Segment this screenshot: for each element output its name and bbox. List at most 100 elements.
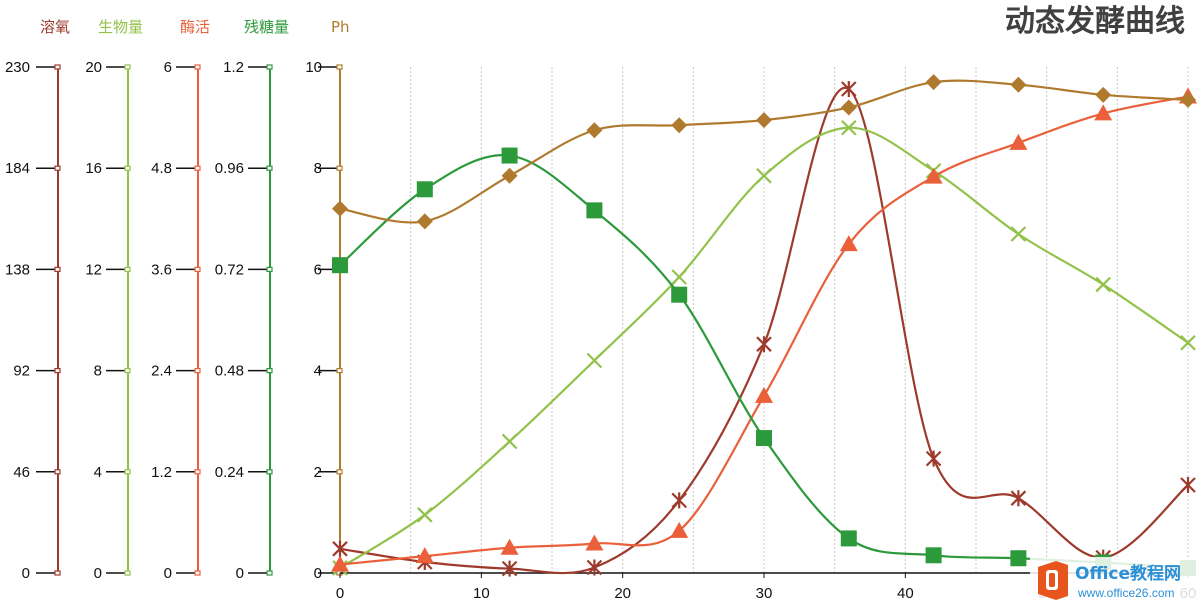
y-tick-marker [54,266,61,272]
y-tick-label-ph: 2 [314,464,322,481]
y-tick-marker [266,368,273,374]
data-point-square [416,181,433,198]
data-point-asterisk [1010,490,1027,507]
axis-name-sugar: 残糖量 [244,18,289,36]
data-point-triangle [500,538,519,555]
y-tick-label-ph: 6 [314,261,322,278]
data-point-asterisk [841,81,857,97]
data-point-x [841,119,857,136]
data-point-triangle [924,167,943,184]
y-tick-label-enz: 0 [164,565,172,582]
data-point-diamond [1180,91,1196,108]
x-tick-label: 0 [336,585,344,602]
data-point-square [925,547,942,564]
data-point-asterisk [501,560,518,577]
y-tick-marker [194,368,201,374]
data-point-triangle [415,547,434,564]
watermark-url: www.office26.com [1077,586,1175,600]
y-tick-marker [336,64,343,70]
data-point-x [1095,276,1111,293]
y-tick-marker [124,469,131,475]
y-tick-label-enz: 4.8 [151,160,172,177]
y-tick-marker [124,570,131,576]
data-point-x [1180,334,1196,351]
y-tick-label-ph: 8 [314,160,322,177]
data-point-square [756,430,772,447]
y-tick-label-ph: 0 [314,565,322,582]
data-point-square [501,147,518,164]
y-tick-label-do: 0 [22,565,30,582]
axis-name-do: 溶氧 [40,18,70,36]
data-point-diamond [1010,76,1027,93]
data-point-diamond [925,74,942,91]
y-tick-label-do: 138 [5,261,30,278]
y-tick-label-do: 230 [5,59,30,76]
y-tick-marker [54,570,61,576]
y-tick-label-enz: 3.6 [151,261,172,278]
axis-name-ph: Ph [331,18,350,36]
y-tick-label-sugar: 1.2 [223,59,244,76]
data-point-x [1010,226,1027,242]
data-point-square [1010,550,1027,567]
y-tick-label-bio: 16 [85,160,102,177]
x-tick-label: 20 [614,585,631,602]
data-point-triangle [1094,104,1113,121]
series-line-sugar [339,154,1189,570]
data-point-square [840,530,857,547]
data-point-triangle [585,534,604,551]
y-tick-marker [124,368,131,374]
y-tick-label-bio: 20 [85,59,102,76]
y-tick-marker [124,64,131,70]
data-point-x [501,433,518,450]
y-tick-label-do: 184 [5,160,30,177]
y-tick-marker [336,165,343,171]
data-point-diamond [671,117,688,134]
axis-name-bio: 生物量 [98,18,143,36]
data-point-diamond [586,122,603,139]
y-tick-label-bio: 0 [94,565,102,582]
y-tick-label-enz: 6 [164,59,172,76]
y-tick-label-do: 46 [13,464,30,481]
y-tick-label-do: 92 [13,363,30,380]
series-do [332,81,1196,577]
y-tick-marker [124,165,131,171]
y-tick-marker [124,266,131,272]
watermark: Office教程网 www.office26.com [1030,557,1200,605]
y-tick-label-sugar: 0.48 [215,363,244,380]
y-tick-marker [54,469,61,475]
y-tick-marker [266,64,273,70]
data-point-square [332,257,348,274]
y-tick-marker [266,165,273,171]
data-point-triangle [1009,133,1028,150]
y-tick-label-bio: 12 [85,261,102,278]
data-point-square [671,286,688,303]
y-tick-marker [266,266,273,272]
data-point-triangle [670,521,689,538]
data-point-diamond [501,167,518,184]
y-tick-marker [336,469,343,475]
watermark-brand: Office教程网 [1075,563,1181,584]
y-tick-marker [266,570,273,576]
data-point-asterisk [671,492,687,509]
data-point-asterisk [1180,477,1196,493]
y-tick-marker [54,165,61,171]
y-tick-marker [194,570,201,576]
y-tick-label-ph: 4 [314,363,322,380]
series-ph [332,74,1196,230]
data-point-triangle [755,386,773,403]
y-tick-label-enz: 2.4 [151,363,172,380]
data-point-asterisk [586,559,603,576]
series-line-enz [339,95,1189,566]
office-logo-icon [1038,561,1068,600]
data-point-diamond [756,112,772,129]
x-tick-label: 10 [473,585,490,602]
y-tick-label-sugar: 0.72 [215,261,244,278]
y-tick-marker [194,165,201,171]
axis-legend: 溶氧 生物量 酶活 残糖量 Ph [40,18,350,36]
data-point-x [586,352,603,369]
data-point-x [417,507,433,523]
data-point-diamond [840,99,857,116]
data-point-x [756,168,772,184]
y-tick-label-bio: 4 [94,464,102,481]
